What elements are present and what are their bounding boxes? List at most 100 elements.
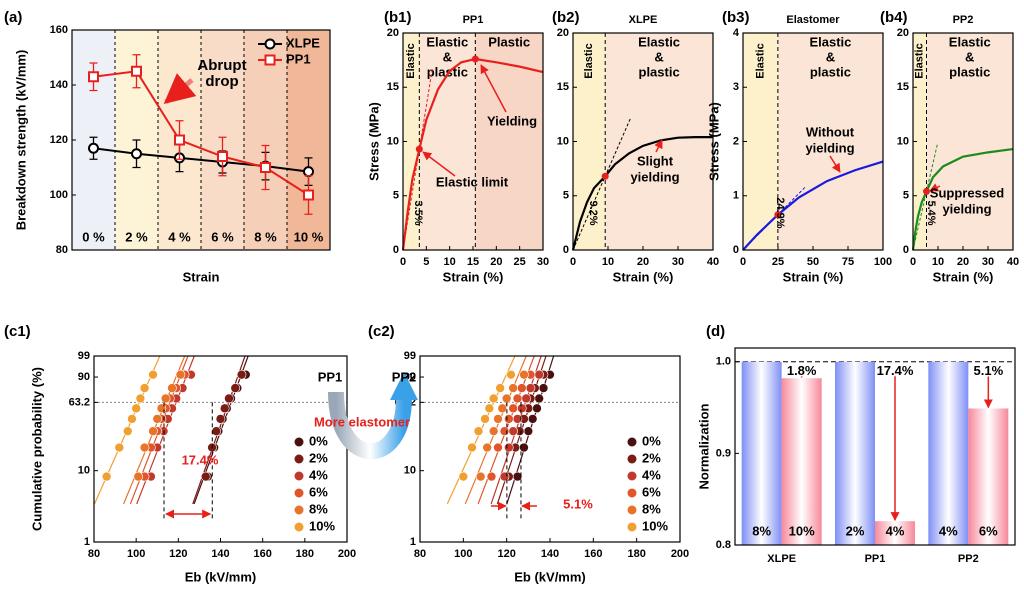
legend-marker — [627, 437, 637, 447]
point — [517, 383, 527, 393]
arrow — [654, 139, 663, 153]
point — [493, 414, 503, 424]
marker — [260, 162, 271, 173]
bar-strain-label: 6% — [979, 523, 998, 538]
x-tick-label: 200 — [338, 548, 356, 560]
legend-label: 4% — [642, 467, 661, 482]
y-tick-label: 80 — [56, 244, 68, 256]
legend-marker — [627, 505, 637, 515]
x-tick-label: 100 — [127, 548, 145, 560]
annotation: 9.2% — [587, 200, 599, 225]
point — [131, 403, 141, 414]
y-tick-label: 20 — [387, 27, 399, 39]
legend-label: 8% — [309, 501, 328, 516]
region-label: Elastic — [949, 34, 991, 49]
legend-label: 8% — [642, 501, 661, 516]
panel-label: (b3) — [722, 9, 750, 26]
x-axis-label: Strain (%) — [783, 269, 844, 284]
x-tick-label: 180 — [296, 548, 314, 560]
y-tick-label: 63.2 — [69, 396, 90, 408]
tangent — [572, 116, 632, 251]
point — [224, 393, 234, 404]
flow-arrow — [328, 391, 412, 460]
y-axis-label: Cumulative probability (%) — [29, 367, 44, 531]
drop-label: 17.4% — [877, 363, 914, 378]
point — [458, 471, 469, 482]
legend-marker — [627, 522, 637, 532]
series-line — [742, 160, 884, 251]
region-label: & — [654, 49, 663, 64]
point — [484, 403, 495, 414]
x-axis-label: Eb (kV/mm) — [185, 569, 257, 584]
point — [160, 393, 171, 404]
y-tick-label: 120 — [50, 134, 68, 146]
point — [534, 369, 544, 380]
x-tick-label: 120 — [497, 548, 515, 560]
x-tick-label: 80 — [88, 548, 100, 560]
series-line — [93, 70, 310, 196]
y-tick-label: 0 — [393, 244, 399, 256]
point — [135, 393, 146, 404]
point — [230, 383, 241, 393]
legend-marker — [294, 488, 304, 498]
legend-label: 0% — [642, 433, 661, 448]
x-axis-label: Strain (%) — [443, 269, 504, 284]
y-tick-label: 1 — [733, 190, 739, 202]
point — [504, 414, 514, 424]
y-tick-label: 1 — [410, 536, 416, 548]
y-tick-label: 100 — [50, 189, 68, 201]
annotation: yielding — [942, 201, 991, 216]
annotation: Without — [806, 124, 855, 139]
region-label: & — [826, 49, 835, 64]
bar — [968, 408, 1009, 545]
transition-from: PP1 — [318, 369, 343, 384]
marker — [217, 151, 228, 162]
annotation: Suppressed — [930, 185, 1004, 200]
x-tick-label: 20 — [957, 256, 969, 268]
x-tick-label: 10 — [932, 256, 944, 268]
series-line — [571, 136, 713, 251]
point — [923, 187, 930, 195]
legend-marker — [294, 505, 304, 515]
arrow — [480, 64, 507, 113]
y-tick-label: 1 — [84, 536, 90, 548]
legend-label: 2% — [309, 450, 328, 465]
x-axis-label: Strain (%) — [933, 269, 994, 284]
x-tick-label: 30 — [537, 256, 549, 268]
region-label: Elastic — [754, 43, 766, 78]
panel-label: (c1) — [4, 323, 31, 340]
y-tick-label: 10 — [557, 135, 569, 147]
legend-marker — [627, 488, 637, 498]
category-label: 10 % — [294, 229, 324, 244]
x-tick-label: 20 — [490, 256, 502, 268]
legend-marker — [294, 437, 304, 447]
legend-label: PP1 — [286, 51, 311, 66]
y-tick-label: 10 — [387, 135, 399, 147]
x-tick-label: 0 — [740, 256, 746, 268]
x-tick-label: 5 — [423, 256, 429, 268]
region-label: plastic — [810, 64, 851, 79]
y-tick-label: 90 — [78, 371, 90, 383]
category-label: PP1 — [865, 553, 886, 565]
y-axis-label: Normalization — [696, 403, 711, 489]
point — [480, 414, 490, 424]
point — [601, 172, 609, 180]
point — [139, 383, 150, 393]
annotation: drop — [205, 73, 238, 90]
point — [139, 442, 150, 453]
region-label: Elastic — [583, 43, 595, 78]
marker — [88, 142, 99, 154]
y-axis-label: Stress (MPa) — [706, 102, 721, 181]
chart-title: Elastomer — [786, 14, 840, 26]
series-line — [401, 57, 544, 251]
series-line — [93, 147, 309, 173]
legend-label: 6% — [309, 484, 328, 499]
transition-to: PP2 — [392, 369, 417, 384]
point — [101, 471, 112, 482]
arrow — [929, 183, 941, 192]
legend-label: 2% — [642, 450, 661, 465]
annotation: 17.4% — [182, 452, 219, 467]
y-tick-label: 99 — [78, 350, 90, 362]
point — [127, 414, 137, 424]
